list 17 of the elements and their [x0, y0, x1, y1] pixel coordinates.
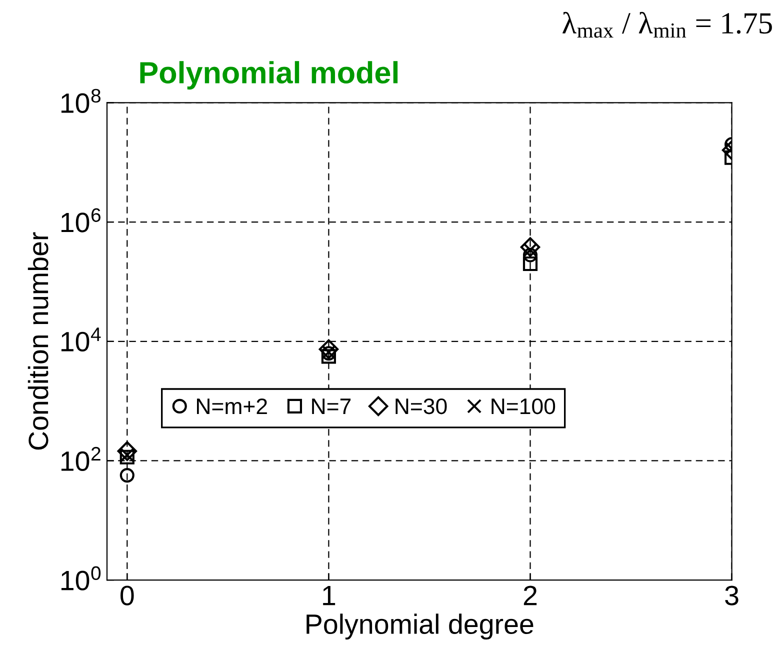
y-tick-label: 10$^{8}$ [61, 88, 100, 113]
text: λ$_{max}$ / λ$_{min}$ = 1.75 [562, 12, 772, 38]
x-tick-label: 3 [725, 586, 738, 606]
y-tick-label: 10$^{4}$ [61, 328, 101, 352]
x-axis-title: Polynomial degree [306, 614, 534, 640]
legend-label: N=100 [492, 398, 556, 414]
legend-label: N=m+2 [197, 398, 267, 414]
x-tick-label: 1 [323, 586, 336, 606]
x-tick-label: 0 [120, 586, 134, 606]
y-tick-label: 10$^{0}$ [61, 566, 101, 590]
x-tick-label: 2 [524, 586, 537, 606]
legend-label: N=7 [312, 398, 351, 414]
y-axis-title: Condition number [28, 232, 48, 450]
legend-label: N=30 [396, 398, 447, 414]
y-tick-label: 10$^{6}$ [61, 208, 100, 232]
chart-title: Polynomial model [140, 61, 398, 90]
y-tick-label: 10$^{2}$ [61, 446, 100, 472]
